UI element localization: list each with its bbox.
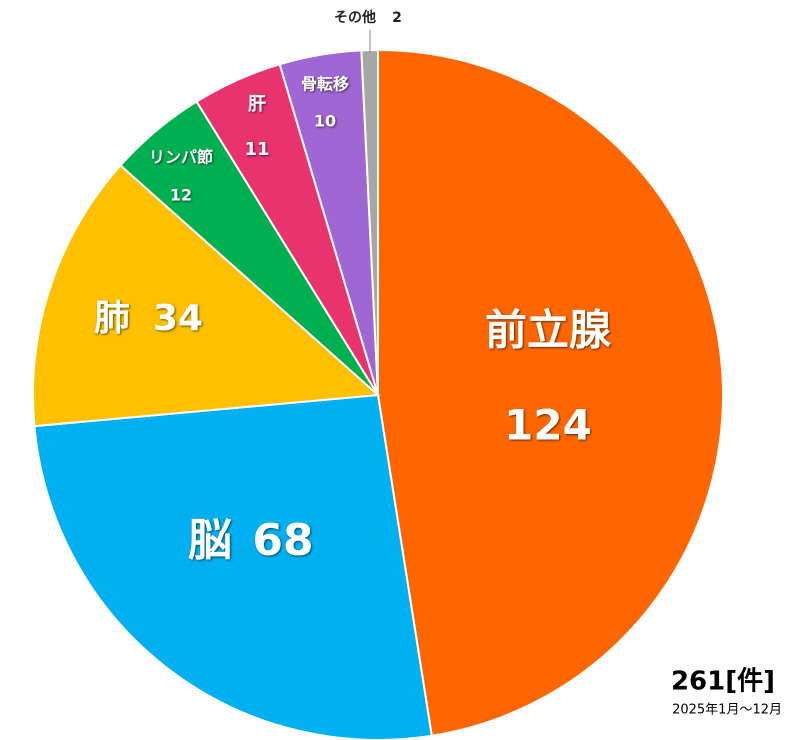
slice-label: リンパ節 <box>149 148 213 167</box>
subtitle: 2025年1月～12月 <box>672 703 782 718</box>
slice-value: 68 <box>252 515 313 566</box>
slice-label: 前立腺 <box>485 306 612 355</box>
slice-value: 11 <box>244 139 269 160</box>
slice-label: 脳 <box>188 515 232 566</box>
slice-label: 骨転移 <box>301 75 349 94</box>
pie-slice <box>32 163 381 428</box>
slice-value: 12 <box>170 186 192 205</box>
slice-label: その他 <box>334 9 376 26</box>
slice-value: 10 <box>314 112 336 131</box>
slice-value: 124 <box>504 401 592 450</box>
pie-slice <box>33 393 433 740</box>
pie-slice <box>377 48 724 737</box>
slice-value: 2 <box>392 10 402 26</box>
slice-label: 肝 <box>248 94 266 115</box>
slice-label: 肺 <box>94 298 130 339</box>
total-label: 261[件] <box>671 667 775 697</box>
slice-value: 34 <box>153 298 203 339</box>
